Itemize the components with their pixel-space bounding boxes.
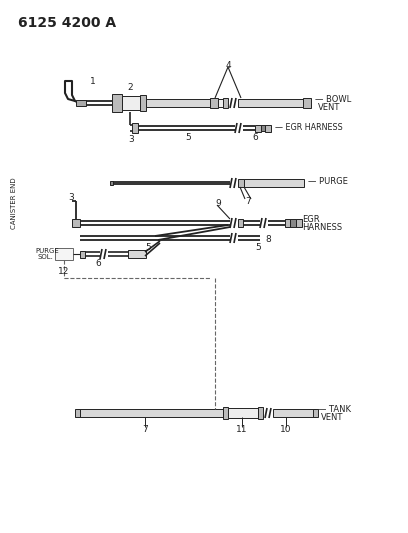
Bar [218,99,223,107]
Bar [78,409,223,417]
Bar [140,95,146,111]
Text: 11: 11 [236,424,248,433]
Text: 6125 4200 A: 6125 4200 A [18,16,116,30]
Text: 7: 7 [245,197,251,206]
Bar [228,408,258,418]
Bar [238,99,303,107]
Text: PURGE: PURGE [35,248,59,254]
Text: 3: 3 [68,192,74,201]
Bar [55,248,73,260]
Bar [112,94,122,112]
Bar [72,219,80,227]
Bar [265,125,271,132]
Bar [110,181,113,185]
Bar [238,179,244,187]
Text: — TANK: — TANK [318,406,351,415]
Bar [238,219,243,227]
Text: 9: 9 [215,198,221,207]
Bar [80,251,85,257]
Bar [75,409,80,417]
Bar [313,409,318,417]
Text: 4: 4 [225,61,231,69]
Text: VENT: VENT [318,103,340,112]
Text: 12: 12 [58,268,69,277]
Bar [146,99,210,107]
Bar [76,100,86,106]
Bar [223,98,228,108]
Text: — PURGE: — PURGE [308,177,348,187]
Bar [296,219,302,227]
Bar [122,96,140,110]
Text: 7: 7 [142,424,148,433]
Bar [258,407,263,419]
Text: 6: 6 [252,133,258,142]
Bar [290,219,296,227]
Text: 2: 2 [127,83,133,92]
Text: 6: 6 [95,260,101,269]
Text: 5: 5 [185,133,191,142]
Bar [285,219,290,227]
Bar [210,98,218,108]
Bar [273,409,315,417]
Bar [223,407,228,419]
Text: SOL.: SOL. [38,254,54,260]
Bar [244,179,304,187]
Bar [255,125,261,132]
Text: 10: 10 [280,424,292,433]
Text: 8: 8 [265,235,271,244]
Text: 5: 5 [255,244,261,253]
Text: — BOWL: — BOWL [315,95,351,104]
Text: VENT: VENT [321,414,344,423]
Bar [128,250,146,258]
Text: HARNESS: HARNESS [302,223,342,232]
Text: CANISTER END: CANISTER END [11,177,17,229]
Text: EGR: EGR [302,215,319,224]
Bar [303,98,311,108]
Bar [261,125,265,131]
Bar [132,123,138,133]
Text: 1: 1 [90,77,96,85]
Text: 5: 5 [145,244,151,253]
Text: — EGR HARNESS: — EGR HARNESS [275,123,343,132]
Text: 3: 3 [128,135,134,144]
